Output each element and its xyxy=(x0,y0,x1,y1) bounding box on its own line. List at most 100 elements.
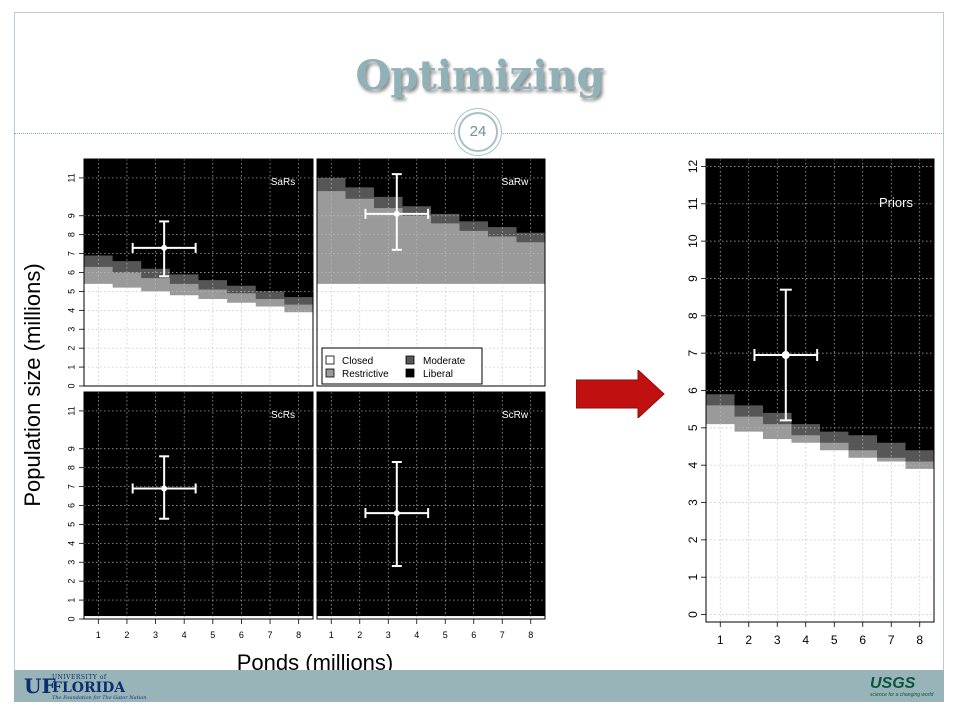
y-tick-label: 0 xyxy=(66,616,76,621)
y-tick-label: 9 xyxy=(66,213,76,218)
region-closed xyxy=(706,424,934,622)
x-tick-label: 3 xyxy=(153,630,158,640)
x-tick-label: 8 xyxy=(528,630,533,640)
y-tick-label: 1 xyxy=(686,574,700,581)
uf-logo-text: UNIVERSITY of FLORIDA The Foundation for… xyxy=(52,674,172,701)
y-tick-label: 8 xyxy=(66,232,76,237)
data-point xyxy=(161,244,168,251)
legend-box xyxy=(321,347,483,385)
usgs-logo-name: USGS xyxy=(870,675,916,692)
region-closed xyxy=(317,616,545,619)
data-point xyxy=(393,210,400,217)
y-tick-label: 5 xyxy=(686,424,700,431)
data-point xyxy=(393,510,400,517)
right-arrow-icon xyxy=(576,370,665,418)
legend-label-moderate: Moderate xyxy=(423,356,466,367)
y-tick-label: 8 xyxy=(66,465,76,470)
x-tick-label: 6 xyxy=(471,630,476,640)
x-tick-label: 2 xyxy=(357,630,362,640)
x-tick-label: 8 xyxy=(296,630,301,640)
x-tick-label: 3 xyxy=(386,630,391,640)
y-tick-label: 2 xyxy=(66,579,76,584)
x-tick-label: 8 xyxy=(916,633,923,647)
region-closed xyxy=(84,283,313,386)
x-tick-label: 7 xyxy=(888,633,895,647)
plot-frame xyxy=(316,158,546,387)
legend-label-liberal: Liberal xyxy=(423,369,453,380)
y-axis-label-text: Population size (millions) xyxy=(20,263,45,507)
y-tick-label: 0 xyxy=(66,383,76,388)
legend-label-restrictive: Restrictive xyxy=(342,369,389,380)
y-tick-label: 10 xyxy=(686,234,700,248)
region-closed xyxy=(84,616,313,619)
region-liberal xyxy=(317,392,545,619)
panel-sars: 0 1 2 3 4 5 6 7 8 9 11 SaRs xyxy=(66,158,314,389)
x-tick-label: 4 xyxy=(182,630,187,640)
y-tick-label: 11 xyxy=(66,406,76,415)
uf-logo-university: UNIVERSITY of xyxy=(52,674,107,681)
x-tick-label: 5 xyxy=(831,633,838,647)
y-tick-label: 4 xyxy=(686,462,700,469)
data-point xyxy=(161,485,168,492)
y-tick-label: 1 xyxy=(66,365,76,370)
x-tick-label: 2 xyxy=(745,633,752,647)
y-tick-label: 4 xyxy=(66,541,76,546)
y-tick-label: 6 xyxy=(686,387,700,394)
x-tick-label: 6 xyxy=(859,633,866,647)
x-tick-label: 1 xyxy=(717,633,724,647)
y-tick-label: 7 xyxy=(66,251,76,256)
y-tick-label: 6 xyxy=(66,270,76,275)
uf-logo-tagline: The Foundation for The Gator Nation xyxy=(52,695,147,701)
x-tick-label: 4 xyxy=(414,630,419,640)
y-tick-label: 0 xyxy=(686,611,700,618)
y-tick-label: 12 xyxy=(686,159,700,173)
uf-logo-florida: FLORIDA xyxy=(52,680,126,696)
y-tick-label: 8 xyxy=(686,312,700,319)
y-tick-label: 2 xyxy=(66,346,76,351)
y-tick-label: 11 xyxy=(686,197,700,210)
x-tick-label: 1 xyxy=(329,630,334,640)
y-tick-label: 2 xyxy=(686,536,700,543)
usgs-logo: USGS science for a changing world xyxy=(870,675,940,699)
y-tick-label: 3 xyxy=(686,499,700,506)
legend-swatch-closed xyxy=(325,355,335,365)
legend: Closed Moderate Restrictive Liberal xyxy=(321,347,483,385)
x-tick-label: 5 xyxy=(443,630,448,640)
y-tick-label: 4 xyxy=(66,308,76,313)
x-tick-label: 6 xyxy=(239,630,244,640)
legend-swatch-liberal xyxy=(405,368,415,378)
data-point xyxy=(781,351,790,360)
panel-title: ScRs xyxy=(271,410,295,421)
legend-swatch-moderate xyxy=(405,355,415,365)
page-number-badge: 24 xyxy=(458,112,498,152)
y-tick-label: 9 xyxy=(686,275,700,282)
plot-frame xyxy=(316,391,546,620)
y-tick-label: 7 xyxy=(686,350,700,357)
x-tick-label: 5 xyxy=(210,630,215,640)
panel-title: ScRw xyxy=(502,410,529,421)
panel-sarw: SaRw xyxy=(316,158,546,387)
x-tick-label: 3 xyxy=(774,633,781,647)
x-tick-label: 2 xyxy=(124,630,129,640)
panel-title: Priors xyxy=(879,195,913,210)
x-tick-label: 7 xyxy=(268,630,273,640)
slide-title: Optimizing xyxy=(355,52,605,99)
usgs-logo-tagline: science for a changing world xyxy=(870,692,934,698)
y-tick-label: 9 xyxy=(66,446,76,451)
y-tick-label: 3 xyxy=(66,327,76,332)
y-tick-label: 11 xyxy=(66,173,76,182)
y-tick-label: 6 xyxy=(66,503,76,508)
x-tick-label: 1 xyxy=(96,630,101,640)
panel-scrw: 1 2 3 4 5 6 7 8 ScRw xyxy=(316,391,546,640)
panel-title: SaRw xyxy=(502,177,529,188)
y-tick-label: 5 xyxy=(66,522,76,527)
uf-logo-mark: UF xyxy=(24,674,56,698)
region-liberal xyxy=(84,392,313,619)
legend-label-closed: Closed xyxy=(342,356,373,367)
y-tick-label: 7 xyxy=(66,484,76,489)
x-tick-label: 7 xyxy=(500,630,505,640)
y-tick-label: 3 xyxy=(66,560,76,565)
